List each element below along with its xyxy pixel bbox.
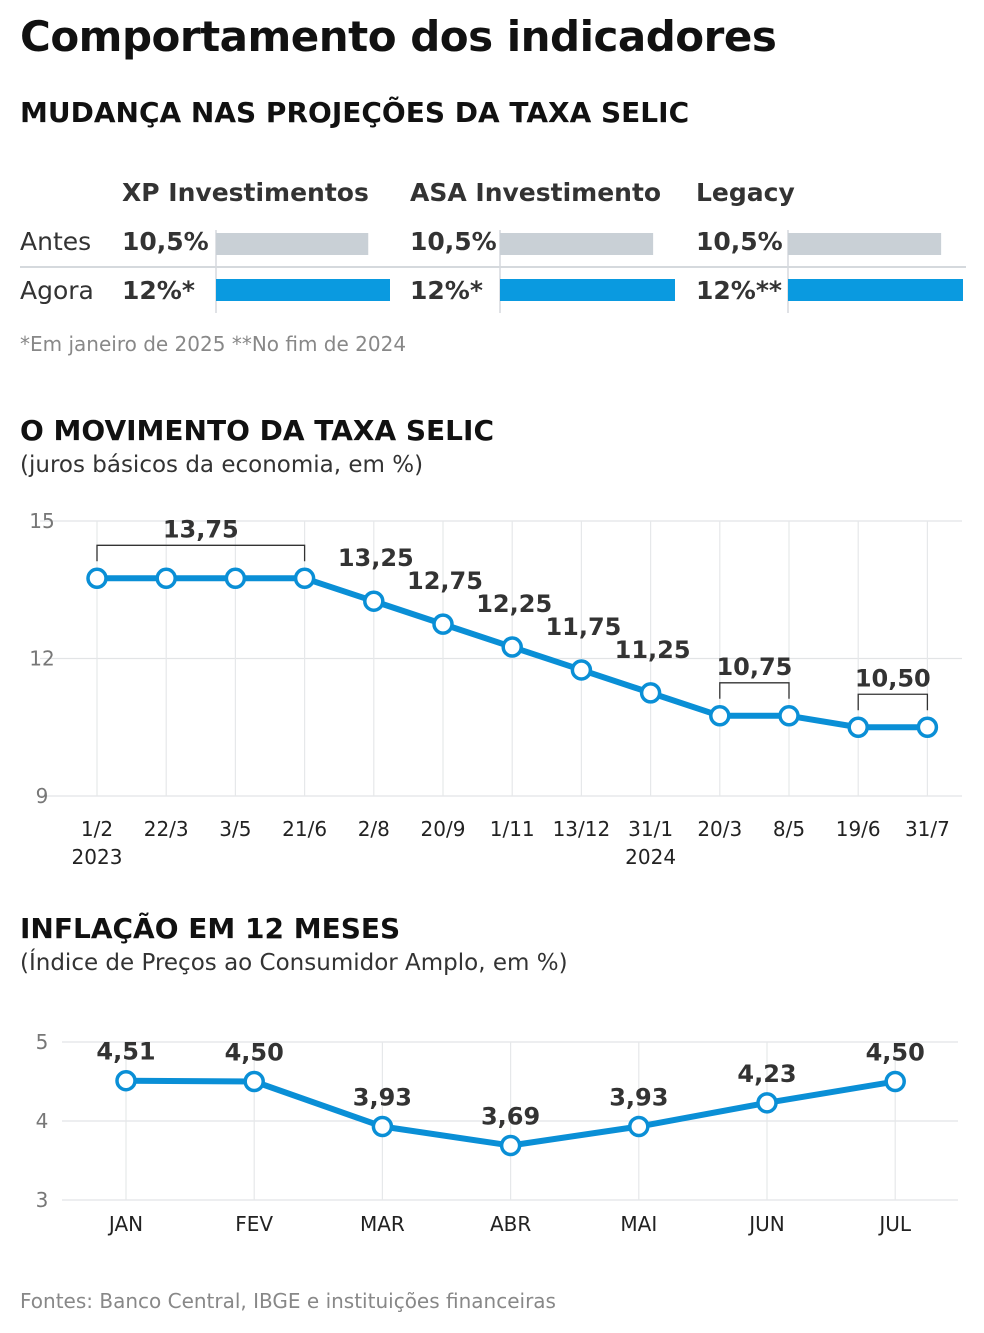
data-label: 11,75 xyxy=(545,613,621,641)
year-label: 2023 xyxy=(72,845,123,869)
y-tick-label: 4 xyxy=(36,1109,49,1133)
selic-chart: 9 12 15 1/2 22/3 3/5 21/6 2/8 20/9 1/11 13/12 31/1 2… xyxy=(29,509,962,869)
data-point xyxy=(628,1115,650,1138)
data-point xyxy=(86,567,108,590)
asa-after-value: 12%* xyxy=(410,276,483,305)
y-tick-label: 3 xyxy=(36,1188,49,1212)
data-label: 3,93 xyxy=(609,1084,668,1112)
data-point xyxy=(371,1115,394,1138)
annotation-bracket xyxy=(96,544,306,562)
x-tick-label: 21/6 xyxy=(282,817,327,841)
legacy-before-value: 10,5% xyxy=(696,227,783,256)
x-tick-label: 31/7 xyxy=(905,817,950,841)
x-tick-label: 20/3 xyxy=(697,817,742,841)
data-label: 4,50 xyxy=(225,1039,284,1067)
x-tick-label: ABR xyxy=(490,1212,531,1236)
x-tick-label: FEV xyxy=(235,1212,273,1236)
x-tick-label: 2/8 xyxy=(358,817,390,841)
data-point xyxy=(639,682,662,704)
selic-subtitle: (juros básicos da economia, em %) xyxy=(20,452,424,478)
legacy-after-value: 12%** xyxy=(696,276,782,305)
data-point xyxy=(155,567,177,590)
data-point xyxy=(499,1134,522,1157)
bar-agora-2 xyxy=(500,279,675,301)
data-point xyxy=(884,1070,906,1093)
x-tick-label: 31/1 xyxy=(628,817,673,841)
data-label: 4,50 xyxy=(866,1039,925,1067)
data-point xyxy=(570,659,593,681)
bar-antes-1 xyxy=(216,233,369,255)
data-label: 10,50 xyxy=(855,664,931,692)
x-tick-label: 13/12 xyxy=(553,817,611,841)
x-tick-label: 1/2 xyxy=(81,817,113,841)
institution-name-xp: XP Investimentos xyxy=(122,178,369,207)
data-label: 4,51 xyxy=(96,1038,155,1066)
x-tick-label: 22/3 xyxy=(144,817,189,841)
data-label: 13,75 xyxy=(163,515,239,543)
institution-name-asa: ASA Investimento xyxy=(410,178,662,207)
data-point xyxy=(709,705,731,727)
projections-bars xyxy=(20,230,966,313)
xp-before-value: 10,5% xyxy=(122,227,209,256)
selic-title: O MOVIMENTO DA TAXA SELIC xyxy=(20,414,494,447)
asa-before-value: 10,5% xyxy=(410,227,497,256)
x-tick-label: 20/9 xyxy=(421,817,466,841)
data-point xyxy=(293,567,316,590)
annotation-bracket xyxy=(857,693,929,711)
x-tick-label: MAI xyxy=(620,1212,657,1236)
data-label: 13,25 xyxy=(338,544,414,572)
bar-agora-1 xyxy=(216,279,390,301)
data-label: 12,75 xyxy=(407,567,483,595)
data-point xyxy=(224,567,247,590)
x-tick-label: JUL xyxy=(877,1212,912,1236)
data-label: 12,25 xyxy=(476,590,552,618)
data-label: 10,75 xyxy=(716,653,792,681)
x-tick-label: 8/5 xyxy=(773,817,805,841)
data-label: 4,23 xyxy=(737,1060,796,1088)
data-label: 11,25 xyxy=(615,636,691,664)
y-tick-label: 5 xyxy=(36,1030,49,1054)
data-point xyxy=(847,716,869,738)
y-tick-label: 9 xyxy=(36,784,49,808)
data-label: 3,69 xyxy=(481,1102,540,1130)
source-note: Fontes: Banco Central, IBGE e instituiçõ… xyxy=(20,1289,556,1313)
x-tick-label: 19/6 xyxy=(836,817,881,841)
data-point xyxy=(115,1069,137,1092)
x-tick-label: 1/11 xyxy=(490,817,535,841)
row-label-antes: Antes xyxy=(20,227,92,256)
page-title: Comportamento dos indicadores xyxy=(20,12,777,61)
bar-agora-3 xyxy=(788,279,963,301)
data-point xyxy=(501,636,523,658)
projections-title: MUDANÇA NAS PROJEÇÕES DA TAXA SELIC xyxy=(20,96,690,129)
data-point xyxy=(916,716,939,738)
ipca-subtitle: (Índice de Preços ao Consumidor Amplo, e… xyxy=(20,950,568,976)
x-tick-label: JAN xyxy=(107,1212,143,1236)
data-point xyxy=(363,590,385,612)
data-label: 3,93 xyxy=(353,1084,412,1112)
bar-antes-2 xyxy=(500,233,654,255)
ipca-chart: 3 4 5 JAN FEV MAR ABR MAI JUN JUL 4,51 4,50 3,93 3,69… xyxy=(36,1030,958,1236)
xp-after-value: 12%* xyxy=(122,276,195,305)
ipca-title: INFLAÇÃO EM 12 MESES xyxy=(20,912,401,945)
data-point xyxy=(756,1092,778,1114)
y-tick-label: 15 xyxy=(29,509,54,533)
bar-antes-3 xyxy=(788,233,942,255)
data-point xyxy=(778,705,800,727)
annotation-bracket xyxy=(719,682,790,699)
y-tick-label: 12 xyxy=(29,647,54,671)
institution-name-legacy: Legacy xyxy=(696,178,795,207)
projections-note: *Em janeiro de 2025 **No fim de 2024 xyxy=(20,332,407,356)
year-label: 2024 xyxy=(625,845,676,869)
x-tick-label: JUN xyxy=(747,1212,785,1236)
x-tick-label: MAR xyxy=(360,1212,405,1236)
x-tick-label: 3/5 xyxy=(219,817,251,841)
row-label-agora: Agora xyxy=(20,276,94,305)
data-point xyxy=(243,1070,265,1093)
data-point xyxy=(432,613,454,635)
